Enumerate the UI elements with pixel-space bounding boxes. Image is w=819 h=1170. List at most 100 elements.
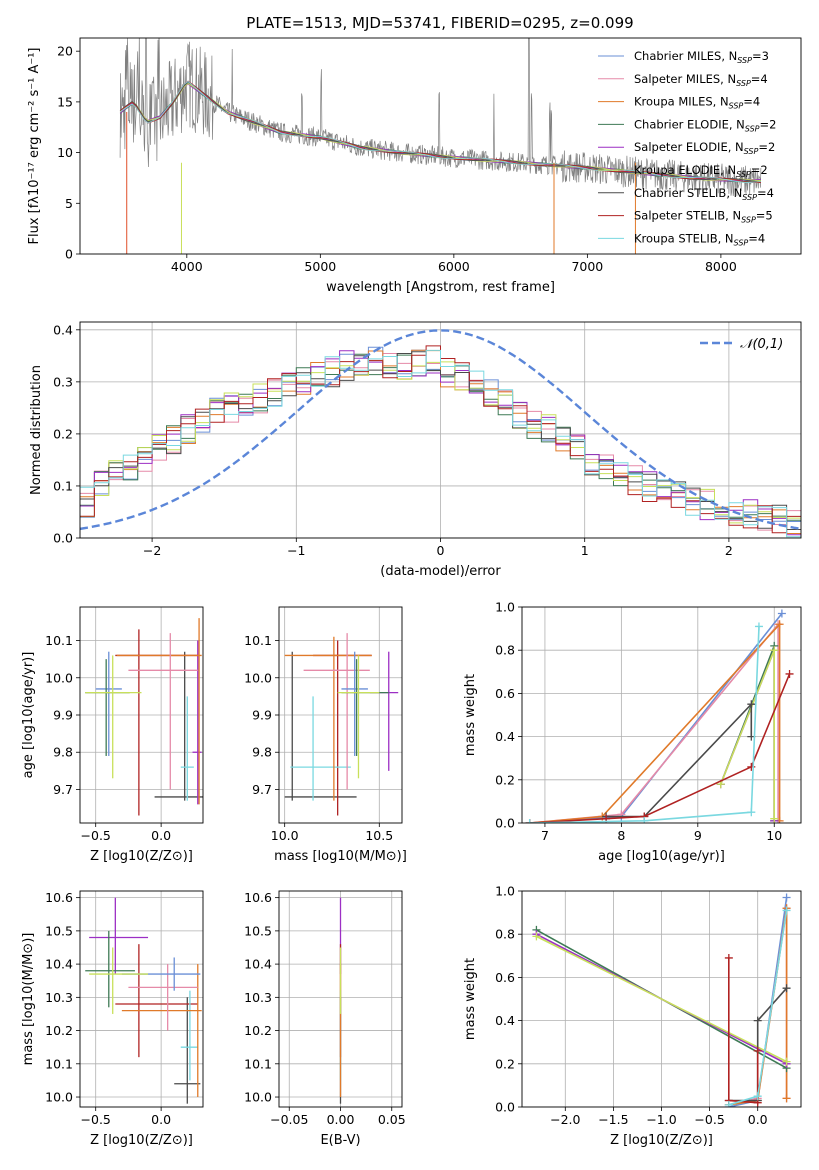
y-tick-label: 10.4 [45, 957, 73, 972]
y-tick-label: 0.0 [53, 531, 73, 546]
gaussian-curve [80, 329, 801, 531]
x-tick-label: 0.0 [151, 1112, 171, 1127]
y-tick-label: 15 [57, 94, 73, 109]
x-tick-label: 0.0 [748, 1112, 768, 1127]
weight-point-marker [777, 609, 786, 618]
y-tick-label: 10.0 [244, 1090, 272, 1105]
weight-point-marker [770, 814, 779, 823]
x-tick-label: −1.0 [646, 1112, 676, 1127]
y-tick-label: 10.6 [45, 890, 73, 905]
x-tick-label: 10.5 [365, 828, 393, 843]
axes-frame [79, 890, 204, 1108]
axes-ebv-mass: −0.05 0.00 0.05 10.0 10.1 10.2 10.3 10.4 10.5 10.… [244, 890, 406, 1148]
x-tick-label: 7000 [571, 259, 603, 274]
legend-label: Salpeter MILES, NSSP=4 [634, 72, 768, 88]
axes-age-weight: 7 8 9 10 0.0 0.2 0.4 0.6 0.8 1.0 age [log10(age/yr… [463, 600, 802, 864]
y-tick-label: 10.1 [45, 1056, 73, 1071]
x-tick-label: 8 [617, 828, 625, 843]
y-tick-label: 10 [57, 145, 73, 160]
weight-point-marker [782, 984, 791, 993]
legend-label: 𝒩(0,1) [740, 337, 783, 352]
legend-label: Kroupa MILES, NSSP=4 [634, 95, 760, 111]
weight-point-marker [747, 808, 756, 817]
x-tick-label: 4000 [171, 259, 203, 274]
weight-series-line [529, 626, 760, 823]
weight-point-marker [747, 700, 756, 709]
x-tick-label: −0.5 [694, 1112, 724, 1127]
axes-z-weight: −2.0 −1.5 −1.0 −0.5 0.0 0.0 0.2 0.4 0.6 0.8 1.0 Z [… [463, 884, 802, 1148]
y-tick-label: 10.0 [45, 670, 73, 685]
x-axis-label: (data-model)/error [380, 564, 501, 579]
x-tick-label: 10.0 [271, 828, 299, 843]
y-tick-label: 0.6 [495, 970, 515, 985]
figure-title: PLATE=1513, MJD=53741, FIBERID=0295, z=0… [246, 14, 633, 32]
y-tick-label: 10.3 [45, 990, 73, 1005]
y-tick-label: 0.8 [495, 927, 515, 942]
x-axis-label: Z [log10(Z/Z⊙)] [90, 849, 193, 864]
y-tick-label: 10.0 [244, 670, 272, 685]
observed-spectrum [119, 38, 762, 197]
axes-mass-age: 10.0 10.5 9.7 9.8 9.9 10.0 10.1 mass [log10(M/M… [244, 606, 407, 864]
axes-frame [79, 37, 802, 255]
legend-label: Kroupa STELIB, NSSP=4 [634, 231, 765, 247]
y-tick-label: 10.5 [45, 923, 73, 938]
x-tick-label: 0 [437, 543, 445, 558]
plot-area [279, 607, 402, 823]
weight-series-line [536, 935, 787, 1063]
y-tick-label: 0.3 [53, 374, 73, 389]
y-tick-label: 0.8 [495, 643, 515, 658]
weight-point-marker [640, 816, 649, 823]
weight-series-line [728, 958, 759, 1104]
weight-point-marker [724, 1100, 733, 1107]
plot-area [80, 322, 801, 538]
y-tick-label: 10.1 [45, 633, 73, 648]
x-tick-label: 0.00 [327, 1112, 355, 1127]
x-tick-label: 0.0 [151, 828, 171, 843]
y-axis-label: mass weight [463, 674, 478, 756]
y-tick-label: 5 [65, 196, 73, 211]
axes-z-age: −0.5 0.0 9.7 9.8 9.9 10.0 10.1 Z [log10(Z/Z⊙)] a… [21, 606, 204, 864]
weight-point-marker [724, 953, 733, 962]
y-tick-label: 0.2 [53, 426, 73, 441]
weight-series-line [529, 622, 781, 823]
y-tick-label: 0.0 [495, 1100, 515, 1115]
x-tick-label: 6000 [438, 259, 470, 274]
weight-point-marker [775, 620, 784, 629]
weight-point-marker [782, 893, 791, 902]
y-tick-label: 9.8 [53, 745, 73, 760]
weight-point-marker [782, 1057, 791, 1066]
x-tick-label: −2 [143, 543, 161, 558]
y-tick-label: 0.2 [495, 1056, 515, 1071]
y-tick-label: 9.7 [252, 782, 272, 797]
x-tick-label: 7 [541, 828, 549, 843]
y-tick-label: 9.7 [53, 782, 73, 797]
y-axis-label: mass weight [463, 958, 478, 1040]
plot-area [80, 607, 203, 823]
y-tick-label: 10.4 [244, 957, 272, 972]
x-tick-label: −0.05 [270, 1112, 308, 1127]
residual-histogram [80, 349, 801, 538]
model-line [119, 83, 761, 182]
weight-series-line [529, 613, 783, 823]
x-axis-label: Z [log10(Z/Z⊙)] [90, 1133, 193, 1148]
y-tick-label: 10.2 [45, 1023, 73, 1038]
y-tick-label: 0.1 [53, 478, 73, 493]
y-tick-label: 1.0 [495, 600, 515, 615]
y-tick-label: 0.4 [53, 322, 73, 337]
legend-label: Chabrier ELODIE, NSSP=2 [634, 117, 776, 133]
legend-label: Kroupa ELODIE, NSSP=2 [634, 163, 768, 179]
x-axis-label: Z [log10(Z/Z⊙)] [610, 1133, 713, 1148]
y-tick-label: 0.0 [495, 816, 515, 831]
y-tick-label: 20 [57, 44, 73, 59]
weight-point-marker [782, 906, 791, 915]
y-tick-label: 0.4 [495, 729, 515, 744]
plot-area [119, 38, 762, 254]
weight-series-line [719, 649, 775, 821]
weight-point-marker [754, 622, 763, 631]
weight-point-marker [532, 932, 541, 941]
x-tick-label: 10 [766, 828, 782, 843]
axes-residuals: −2 −1 0 1 2 0.0 0.1 0.2 0.3 0.4 (data-model)/error… [29, 321, 802, 579]
y-tick-label: 10.6 [244, 890, 272, 905]
y-axis-label: Normed distribution [29, 365, 44, 495]
